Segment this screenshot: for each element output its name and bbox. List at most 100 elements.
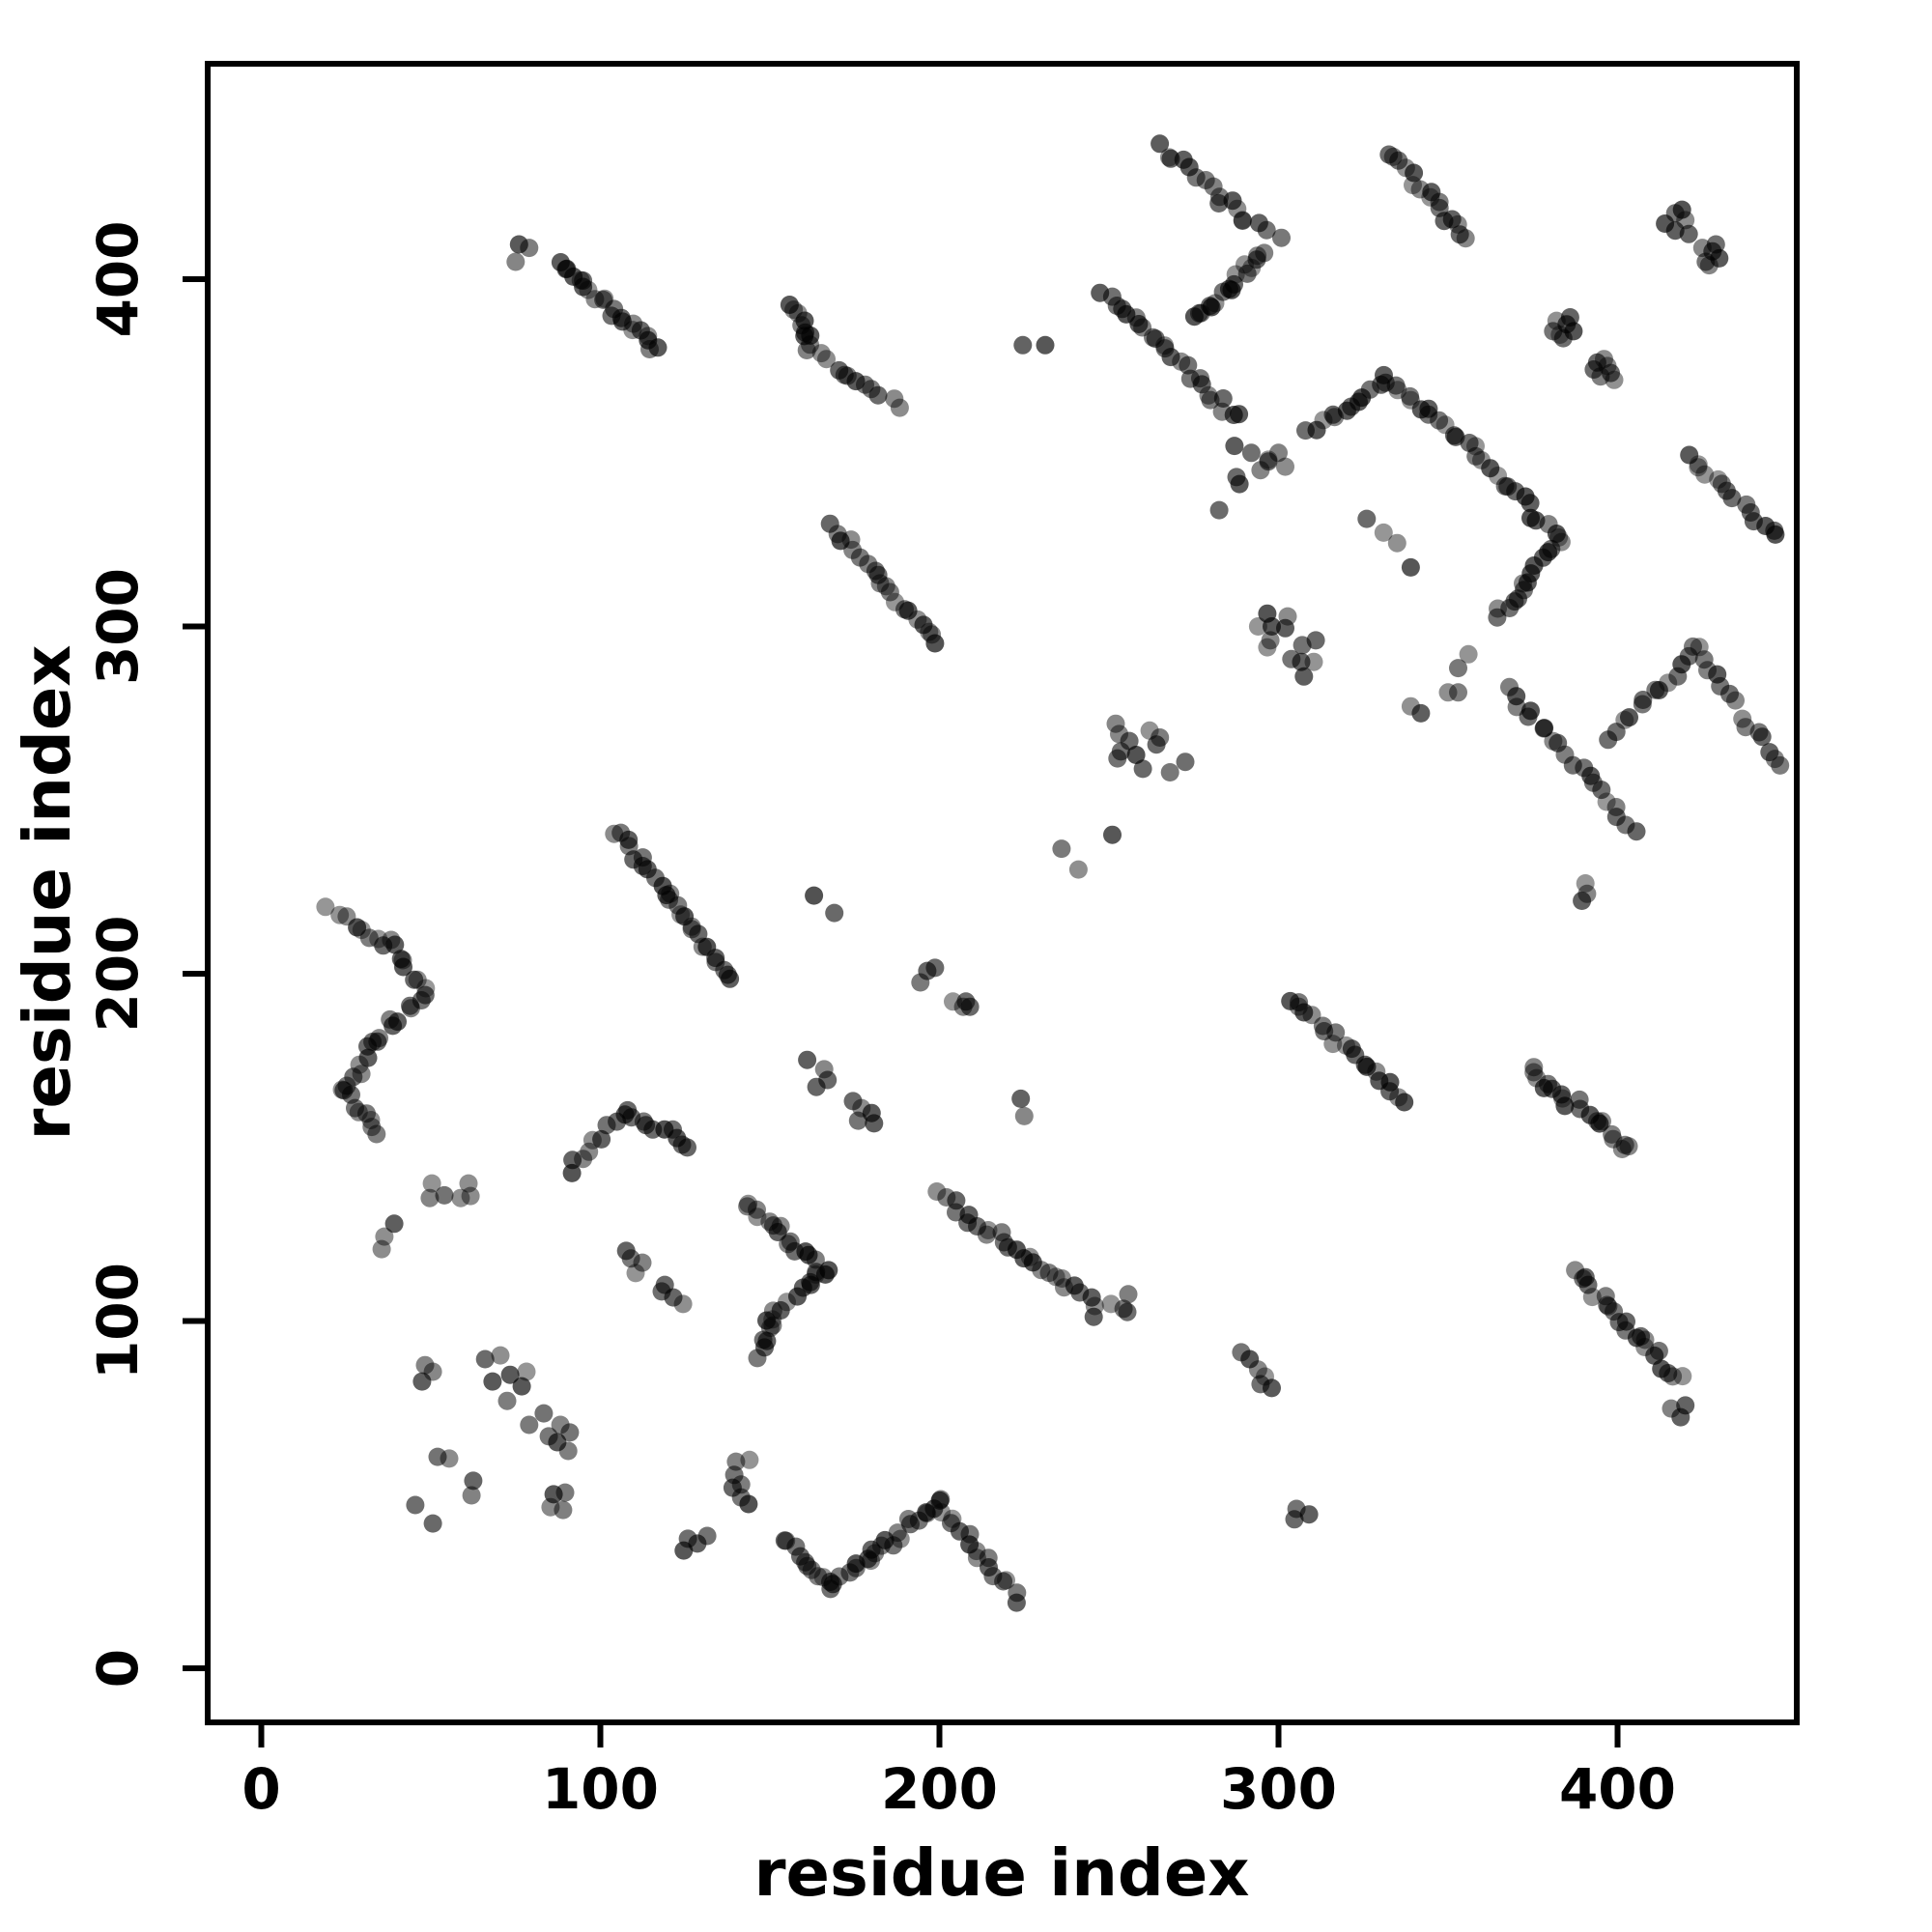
data-point xyxy=(648,338,668,357)
data-point xyxy=(1241,443,1261,463)
data-point xyxy=(885,389,904,409)
data-point xyxy=(788,1287,807,1306)
data-point xyxy=(1615,1135,1634,1154)
data-point xyxy=(1456,229,1475,248)
data-point xyxy=(1389,151,1408,170)
data-point xyxy=(1011,1089,1031,1108)
data-point xyxy=(1520,494,1540,513)
data-point xyxy=(884,1536,903,1555)
data-point xyxy=(1689,458,1708,477)
data-point xyxy=(925,634,945,653)
data-point xyxy=(1592,781,1611,800)
data-point xyxy=(664,1288,683,1307)
data-point xyxy=(1620,708,1638,727)
data-point xyxy=(968,1217,986,1236)
data-point xyxy=(612,312,632,331)
data-point xyxy=(1576,874,1595,893)
data-point xyxy=(748,1208,767,1227)
data-point xyxy=(1120,731,1139,751)
data-point xyxy=(1276,618,1294,638)
data-point xyxy=(925,958,945,978)
data-point xyxy=(1706,235,1725,254)
data-point xyxy=(866,1544,885,1563)
data-point xyxy=(428,1447,447,1466)
data-point xyxy=(1430,411,1449,430)
data-point xyxy=(1118,1302,1137,1321)
data-point xyxy=(405,970,424,989)
data-point xyxy=(1449,683,1467,702)
data-point xyxy=(1695,465,1715,484)
data-point xyxy=(1663,1367,1683,1386)
data-point xyxy=(1257,220,1276,240)
data-point xyxy=(358,1048,378,1067)
data-point xyxy=(1673,1367,1692,1386)
data-point xyxy=(802,1560,821,1579)
data-point xyxy=(1488,608,1507,627)
data-point xyxy=(1299,1505,1319,1524)
data-point xyxy=(1014,1106,1034,1125)
data-point xyxy=(1544,322,1563,341)
data-point xyxy=(1766,525,1785,544)
data-point xyxy=(768,1223,787,1241)
y-axis-title: residue index xyxy=(10,644,85,1140)
data-point xyxy=(848,1111,867,1130)
data-point xyxy=(1263,617,1281,636)
data-point xyxy=(1760,743,1779,762)
data-point xyxy=(739,1194,758,1213)
y-tick-label: 200 xyxy=(85,915,151,1032)
data-point xyxy=(1068,860,1088,879)
data-point xyxy=(451,1188,470,1208)
data-point xyxy=(1276,457,1294,476)
data-point xyxy=(1106,714,1125,733)
data-point xyxy=(1722,489,1742,508)
data-point xyxy=(977,1225,996,1244)
data-point xyxy=(1230,474,1249,494)
data-point xyxy=(574,1150,593,1169)
x-axis-title: residue index xyxy=(753,1835,1249,1911)
data-point xyxy=(1046,1267,1065,1287)
data-point xyxy=(825,903,844,923)
data-point xyxy=(475,1350,495,1369)
data-point xyxy=(554,1500,573,1520)
data-point xyxy=(1627,822,1646,841)
data-point xyxy=(1084,1307,1103,1326)
data-point xyxy=(870,574,890,593)
data-point xyxy=(1401,557,1420,577)
data-point xyxy=(1590,1114,1609,1133)
data-point xyxy=(1380,1082,1400,1101)
data-point xyxy=(372,1239,391,1259)
data-point xyxy=(462,1486,481,1505)
data-point xyxy=(361,1111,381,1129)
data-point xyxy=(1720,684,1739,703)
data-point xyxy=(1103,825,1122,844)
data-point xyxy=(461,1186,480,1206)
data-point xyxy=(1176,753,1195,772)
data-point xyxy=(1151,134,1170,154)
data-point xyxy=(807,1077,826,1096)
data-point xyxy=(1405,163,1424,183)
y-tick-label: 400 xyxy=(85,220,151,337)
data-point xyxy=(1007,1593,1026,1612)
data-point xyxy=(555,1483,575,1502)
data-point xyxy=(621,1249,640,1268)
data-point xyxy=(1679,224,1698,243)
data-point xyxy=(1240,1350,1260,1369)
data-point xyxy=(1450,225,1469,244)
data-point xyxy=(880,582,899,602)
data-point xyxy=(689,924,708,944)
data-point xyxy=(517,1362,536,1381)
data-point xyxy=(740,1450,759,1469)
data-point xyxy=(1582,1288,1602,1307)
data-point xyxy=(1726,691,1745,710)
data-point xyxy=(673,1294,693,1314)
data-point xyxy=(1395,1093,1414,1112)
data-point xyxy=(1259,452,1278,471)
data-point xyxy=(1357,1057,1377,1076)
data-point xyxy=(385,935,405,954)
data-point xyxy=(1526,511,1546,530)
data-point xyxy=(805,886,824,905)
data-point xyxy=(1039,1264,1059,1283)
data-point xyxy=(697,1526,717,1546)
data-point xyxy=(843,1092,863,1111)
